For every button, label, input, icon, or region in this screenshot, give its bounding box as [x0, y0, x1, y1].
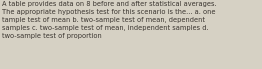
Text: A table provides data on 8 before and after statistical averages.
The appropriat: A table provides data on 8 before and af… [2, 1, 217, 39]
